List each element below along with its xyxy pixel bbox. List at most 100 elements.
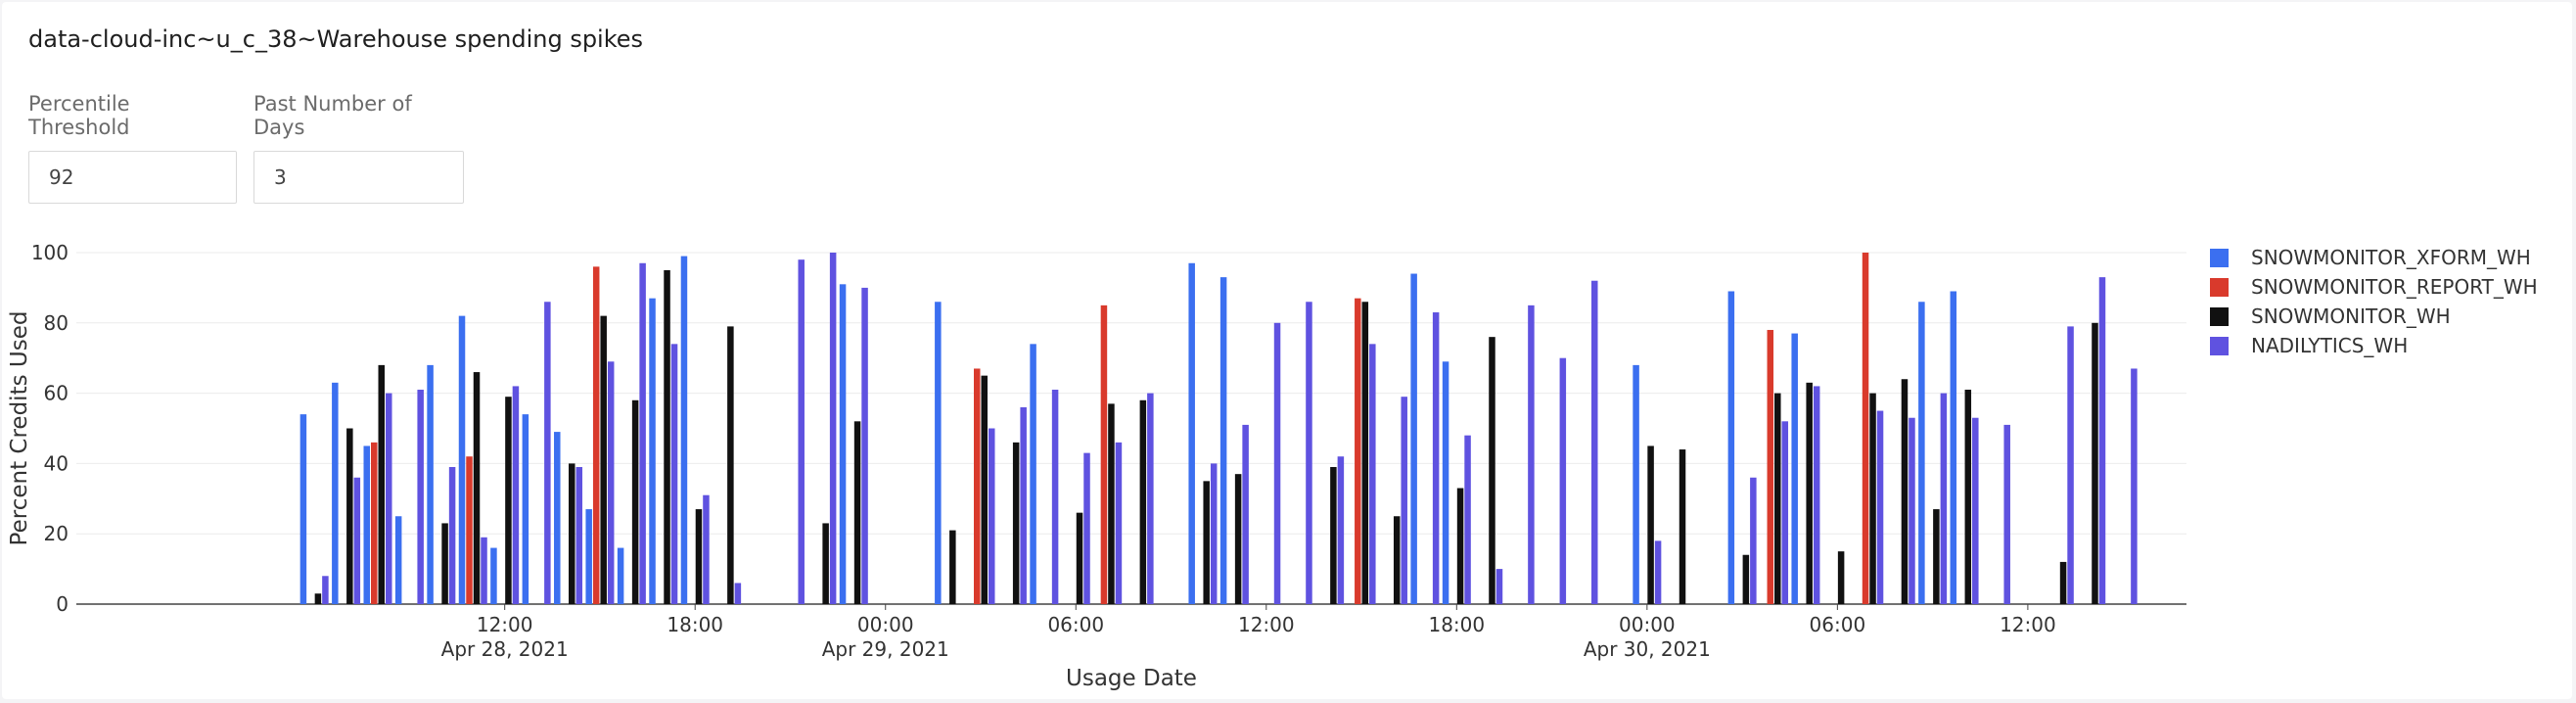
x-tick-label: 06:00: [1047, 613, 1104, 636]
bar-snowmonitor-wh: [1139, 399, 1147, 604]
bar-snowmonitor-wh: [664, 269, 670, 604]
y-tick-label: 60: [44, 382, 69, 405]
bar-snowmonitor-wh: [1837, 551, 1845, 604]
y-tick-label: 20: [44, 522, 69, 545]
percentile-threshold-filter: Percentile Threshold 92: [28, 92, 237, 204]
bar-snowmonitor-wh: [1489, 337, 1495, 604]
bar-nadilytics-wh: [1528, 305, 1535, 604]
bar-nadilytics-wh: [1369, 344, 1376, 604]
x-tick-label: 00:00: [1619, 613, 1676, 636]
bar-nadilytics-wh: [1242, 424, 1249, 604]
x-tick-label: 06:00: [1810, 613, 1866, 636]
bar-nadilytics-wh: [670, 344, 678, 604]
bar-nadilytics-wh: [1210, 463, 1218, 604]
bar-snowmonitor-xform-wh: [458, 315, 466, 604]
legend-item[interactable]: SNOWMONITOR_REPORT_WH: [2210, 272, 2538, 302]
bar-nadilytics-wh: [1909, 417, 1915, 604]
bar-snowmonitor-xform-wh: [427, 364, 434, 604]
x-tick-label: 12:00: [2000, 613, 2056, 636]
bar-snowmonitor-wh: [695, 509, 703, 604]
bar-snowmonitor-xform-wh: [1219, 277, 1227, 604]
bar-snowmonitor-wh: [600, 315, 607, 604]
legend-label: NADILYTICS_WH: [2251, 334, 2409, 357]
bar-snowmonitor-wh: [853, 421, 861, 604]
bar-snowmonitor-xform-wh: [1633, 364, 1639, 604]
bar-nadilytics-wh: [2067, 326, 2074, 604]
bar-nadilytics-wh: [1147, 393, 1154, 604]
bar-snowmonitor-wh: [505, 397, 512, 604]
past-days-input[interactable]: 3: [253, 151, 464, 204]
bar-snowmonitor-xform-wh: [332, 382, 339, 604]
bar-nadilytics-wh: [1020, 406, 1027, 604]
x-axis-title: Usage Date: [1066, 666, 1197, 691]
bar-nadilytics-wh: [2003, 424, 2010, 604]
legend-label: SNOWMONITOR_XFORM_WH: [2251, 246, 2531, 269]
bar-nadilytics-wh: [1051, 390, 1059, 604]
bar-snowmonitor-xform-wh: [299, 414, 307, 604]
bar-nadilytics-wh: [1781, 421, 1789, 604]
bar-snowmonitor-wh: [473, 372, 481, 604]
bar-snowmonitor-wh: [1742, 554, 1750, 604]
legend-item[interactable]: SNOWMONITOR_XFORM_WH: [2210, 243, 2538, 272]
bar-nadilytics-wh: [481, 537, 487, 604]
bar-nadilytics-wh: [639, 262, 646, 604]
bar-snowmonitor-xform-wh: [617, 547, 624, 604]
bar-nadilytics-wh: [798, 259, 805, 604]
legend-label: SNOWMONITOR_WH: [2251, 305, 2451, 328]
legend-item[interactable]: SNOWMONITOR_WH: [2210, 302, 2538, 331]
legend-label: SNOWMONITOR_REPORT_WH: [2251, 275, 2538, 299]
x-tick-label: 12:00: [477, 613, 533, 636]
y-tick-label: 0: [56, 592, 69, 616]
bar-nadilytics-wh: [2098, 277, 2106, 604]
bar-snowmonitor-xform-wh: [394, 516, 402, 604]
x-tick-label: 00:00: [857, 613, 914, 636]
bar-nadilytics-wh: [1591, 280, 1598, 604]
bar-snowmonitor-report-wh: [1355, 298, 1361, 604]
bar-nadilytics-wh: [1115, 442, 1123, 604]
legend-item[interactable]: NADILYTICS_WH: [2210, 331, 2538, 360]
bar-snowmonitor-wh: [1933, 509, 1940, 604]
bar-snowmonitor-wh: [822, 523, 829, 604]
bar-nadilytics-wh: [1813, 386, 1820, 604]
x-tick-label: 18:00: [667, 613, 723, 636]
bar-snowmonitor-xform-wh: [1727, 291, 1735, 604]
bar-nadilytics-wh: [861, 287, 868, 604]
bar-snowmonitor-xform-wh: [1030, 344, 1036, 604]
bar-nadilytics-wh: [353, 477, 361, 604]
bar-nadilytics-wh: [1432, 312, 1440, 604]
x-tick-date-label: Apr 29, 2021: [822, 637, 949, 661]
bar-snowmonitor-wh: [2059, 561, 2067, 604]
bar-snowmonitor-wh: [2092, 322, 2098, 604]
bar-nadilytics-wh: [1940, 393, 1948, 604]
bar-snowmonitor-xform-wh: [839, 284, 847, 604]
bar-snowmonitor-report-wh: [592, 266, 600, 604]
bar-snowmonitor-wh: [314, 593, 322, 604]
bar-snowmonitor-xform-wh: [363, 445, 370, 604]
bar-nadilytics-wh: [1464, 435, 1471, 604]
y-tick-label: 80: [44, 311, 69, 335]
bar-snowmonitor-report-wh: [1767, 329, 1774, 604]
bar-snowmonitor-wh: [1203, 481, 1210, 604]
bar-snowmonitor-wh: [727, 326, 734, 604]
bar-nadilytics-wh: [1654, 540, 1662, 604]
legend-swatch: [2210, 306, 2229, 326]
bar-nadilytics-wh: [1401, 397, 1407, 604]
y-tick-label: 40: [44, 451, 69, 475]
legend-swatch: [2210, 336, 2229, 355]
percentile-threshold-input[interactable]: 92: [28, 151, 237, 204]
bar-snowmonitor-wh: [1330, 466, 1337, 604]
bar-snowmonitor-wh: [1456, 488, 1464, 604]
bar-nadilytics-wh: [1972, 417, 1979, 604]
bar-nadilytics-wh: [544, 302, 551, 604]
bar-snowmonitor-xform-wh: [522, 414, 529, 604]
bar-snowmonitor-xform-wh: [1950, 291, 1957, 604]
bar-nadilytics-wh: [1273, 322, 1281, 604]
bar-snowmonitor-wh: [631, 399, 639, 604]
bar-nadilytics-wh: [386, 393, 392, 604]
bar-snowmonitor-xform-wh: [1791, 333, 1798, 604]
bar-snowmonitor-report-wh: [974, 368, 981, 604]
bar-snowmonitor-wh: [346, 428, 353, 604]
chart-legend: SNOWMONITOR_XFORM_WH SNOWMONITOR_REPORT_W…: [2210, 243, 2538, 360]
bar-snowmonitor-xform-wh: [585, 509, 592, 604]
